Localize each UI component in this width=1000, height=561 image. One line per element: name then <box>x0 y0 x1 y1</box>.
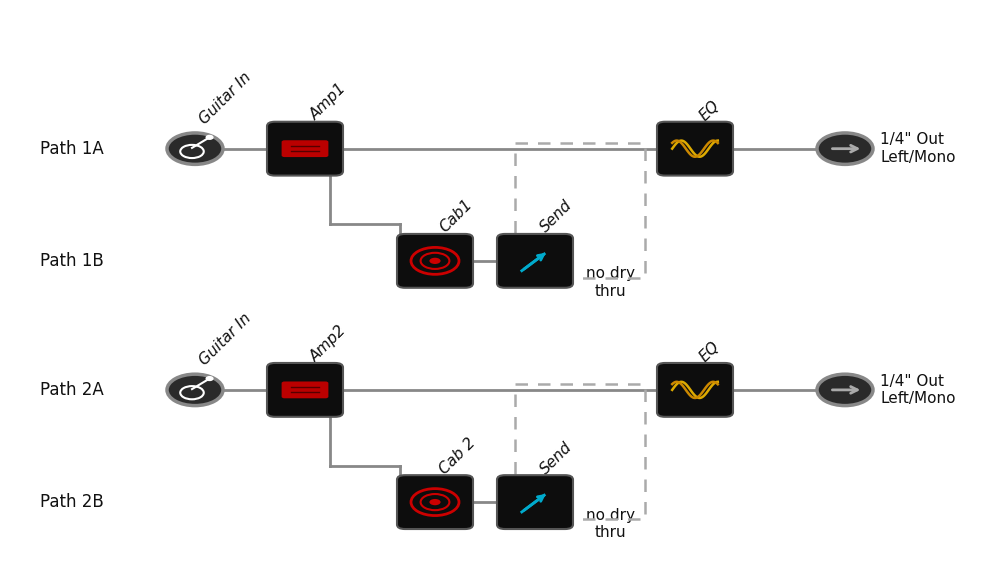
Circle shape <box>206 376 213 380</box>
FancyBboxPatch shape <box>497 234 573 288</box>
Text: Guitar In: Guitar In <box>197 70 255 127</box>
Circle shape <box>817 133 873 164</box>
Circle shape <box>206 135 213 139</box>
FancyBboxPatch shape <box>657 122 733 176</box>
Text: Path 1A: Path 1A <box>40 140 104 158</box>
FancyBboxPatch shape <box>267 122 343 176</box>
Text: no dry
thru: no dry thru <box>586 266 635 299</box>
Text: Path 2B: Path 2B <box>40 493 104 511</box>
Text: EQ: EQ <box>697 339 723 365</box>
Text: 1/4" Out
Left/Mono: 1/4" Out Left/Mono <box>880 374 956 406</box>
FancyBboxPatch shape <box>497 475 573 529</box>
FancyBboxPatch shape <box>267 363 343 417</box>
Text: Cab1: Cab1 <box>437 197 475 236</box>
Circle shape <box>429 499 441 505</box>
FancyBboxPatch shape <box>397 234 473 288</box>
Text: Path 1B: Path 1B <box>40 252 104 270</box>
Circle shape <box>817 374 873 406</box>
Bar <box>515 143 645 278</box>
Bar <box>515 384 645 519</box>
Text: Cab 2: Cab 2 <box>437 435 479 477</box>
Text: Path 2A: Path 2A <box>40 381 104 399</box>
FancyBboxPatch shape <box>397 475 473 529</box>
Circle shape <box>429 257 441 264</box>
Text: Amp1: Amp1 <box>307 81 349 123</box>
FancyBboxPatch shape <box>282 140 328 157</box>
Text: Guitar In: Guitar In <box>197 311 255 369</box>
Text: 1/4" Out
Left/Mono: 1/4" Out Left/Mono <box>880 132 956 165</box>
Circle shape <box>167 374 223 406</box>
Text: Amp2: Amp2 <box>307 323 349 365</box>
Text: Send: Send <box>537 198 575 236</box>
FancyBboxPatch shape <box>282 381 328 398</box>
Text: EQ: EQ <box>697 98 723 123</box>
Text: Send: Send <box>537 439 575 477</box>
FancyBboxPatch shape <box>657 363 733 417</box>
Text: no dry
thru: no dry thru <box>586 508 635 540</box>
Circle shape <box>167 133 223 164</box>
